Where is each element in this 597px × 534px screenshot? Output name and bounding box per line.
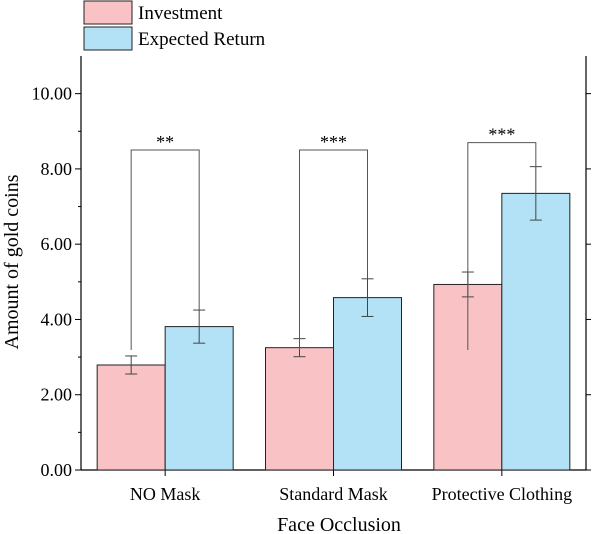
y-tick-label: 6.00 — [41, 234, 73, 254]
x-tick-label: NO Mask — [130, 484, 201, 504]
y-tick-label: 2.00 — [41, 385, 73, 405]
y-tick-label: 8.00 — [41, 159, 73, 179]
legend-swatch — [83, 26, 133, 51]
y-axis-label: Amount of gold coins — [1, 174, 23, 349]
bar — [501, 192, 571, 471]
x-axis-label: Face Occlusion — [277, 514, 401, 534]
x-tick-label: Standard Mask — [279, 484, 387, 504]
bar — [164, 326, 234, 471]
bar — [265, 347, 334, 471]
y-tick-label: 10.00 — [32, 84, 73, 104]
significance-label: *** — [320, 132, 347, 152]
bar — [96, 364, 166, 471]
y-tick-label: 4.00 — [41, 309, 73, 329]
legend-label: Expected Return — [138, 29, 266, 50]
y-tick-label: 0.00 — [41, 460, 73, 480]
legend-label: Investment — [138, 3, 223, 24]
significance-bracket — [467, 142, 537, 350]
bar — [333, 297, 402, 471]
significance-label: *** — [488, 125, 515, 145]
legend-swatch — [83, 0, 133, 25]
x-tick-label: Protective Clothing — [432, 484, 572, 504]
significance-bracket — [130, 149, 200, 350]
significance-bracket — [299, 149, 368, 350]
significance-label: ** — [156, 132, 174, 152]
